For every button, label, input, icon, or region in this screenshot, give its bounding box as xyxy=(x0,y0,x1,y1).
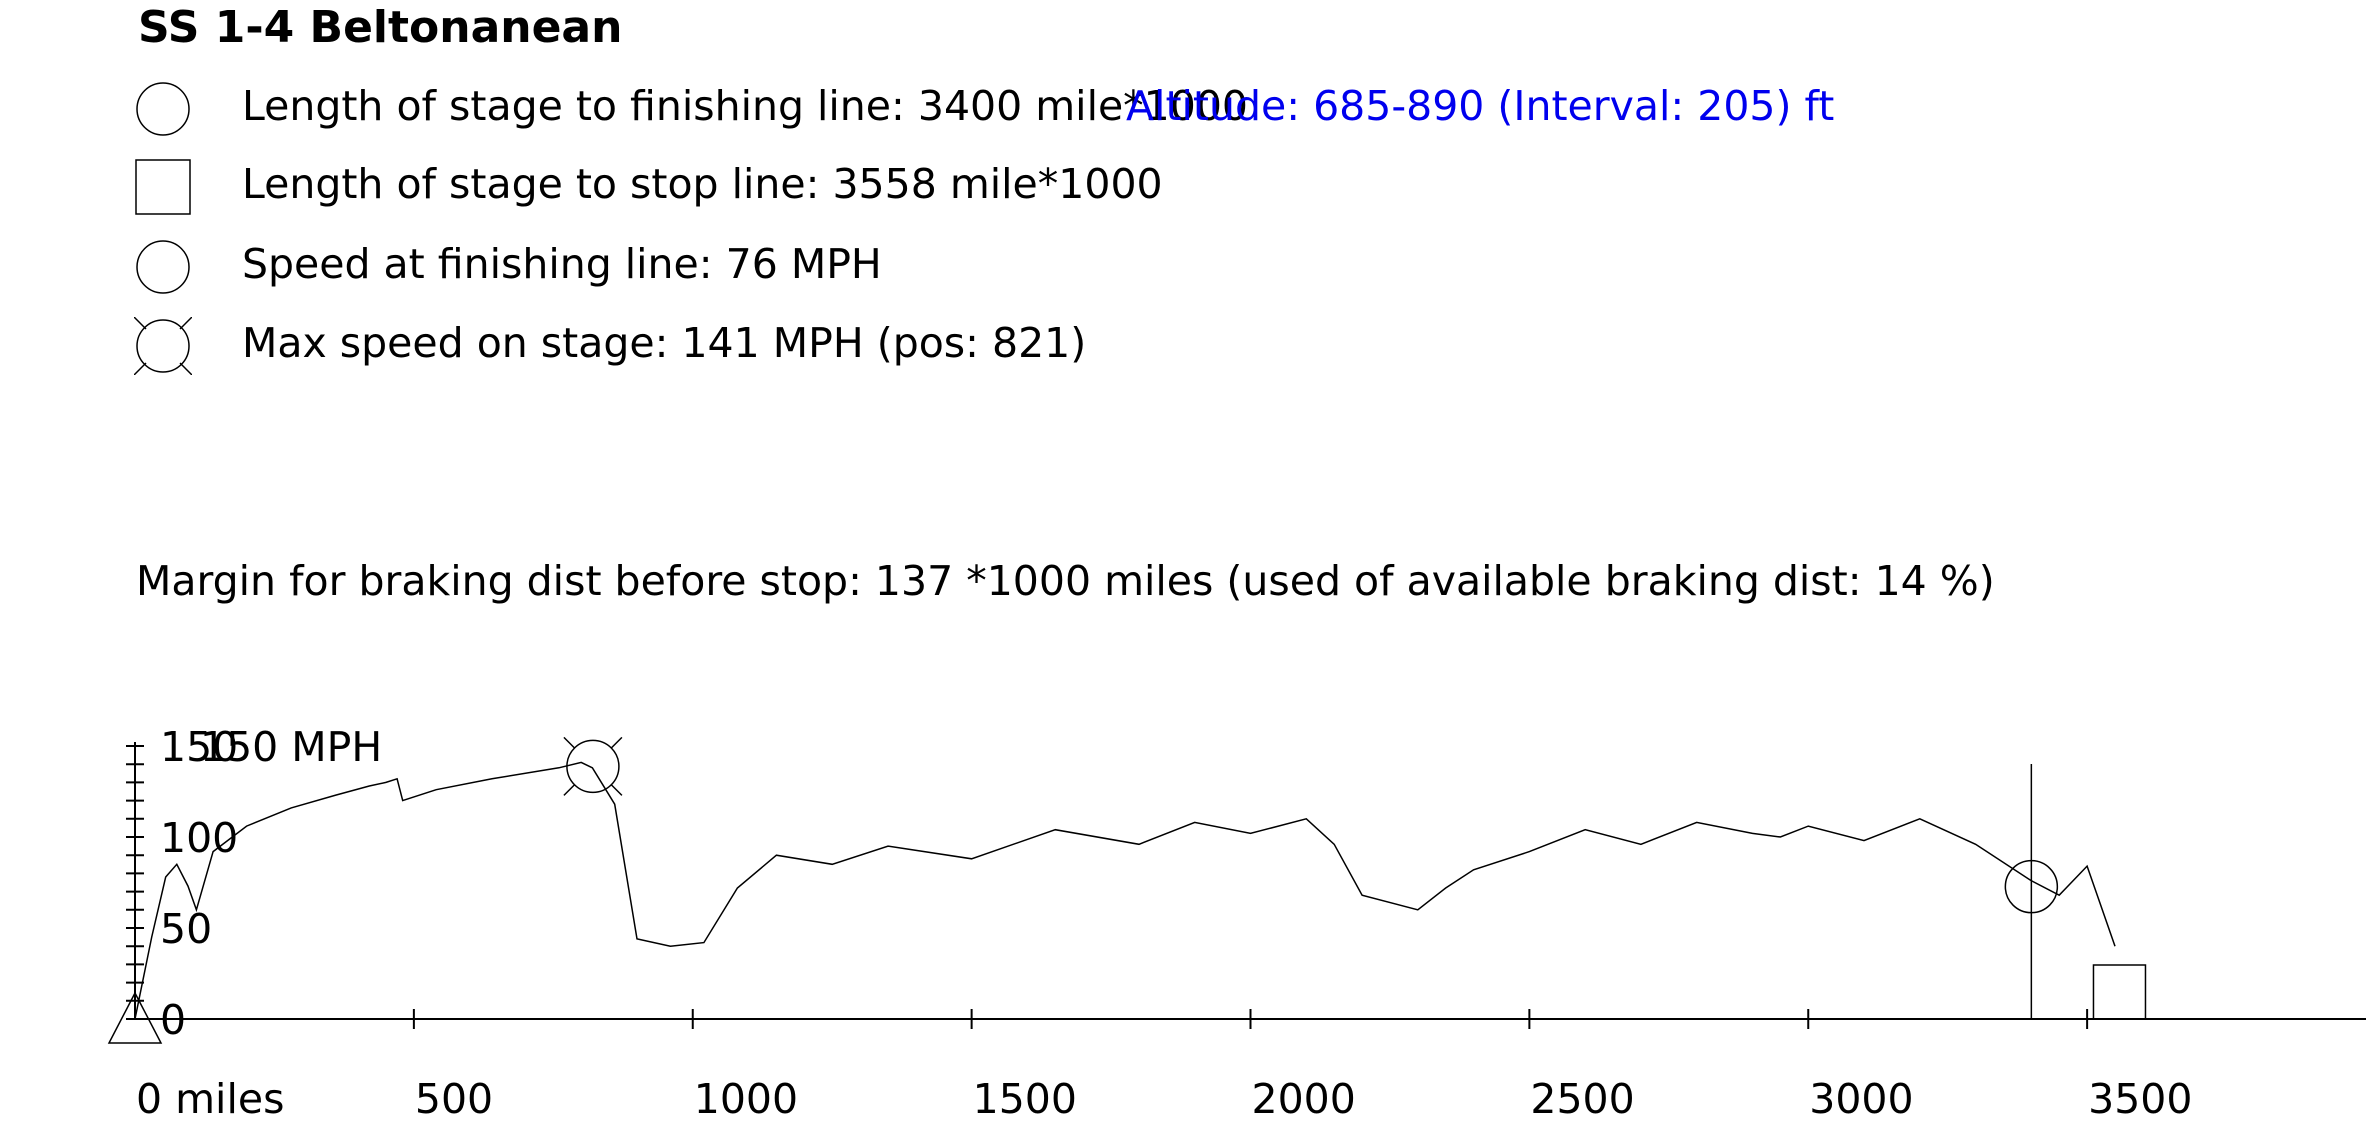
y-tick-label: 0 xyxy=(160,996,186,1044)
max-speed-cross xyxy=(610,736,623,749)
x-tick-label: 3500 xyxy=(2088,1075,2192,1123)
legend-item-finish-speed: Speed at finishing line: 76 MPH xyxy=(134,234,1334,294)
page-title: SS 1-4 Beltonanean xyxy=(138,2,623,53)
crossed-circle-icon xyxy=(134,317,192,375)
max-speed-cross xyxy=(563,783,576,796)
stop-line-square xyxy=(2092,964,2147,1020)
legend-item-stop-length: Length of stage to stop line: 3558 mile*… xyxy=(134,154,1334,215)
x-tick-label: 0 miles xyxy=(136,1075,284,1123)
max-speed-cross xyxy=(610,783,623,796)
x-tick-label: 2500 xyxy=(1530,1075,1634,1123)
x-tick-label: 1000 xyxy=(694,1075,798,1123)
max-speed-circle xyxy=(566,739,620,794)
y-tick-label: 100 xyxy=(160,814,238,862)
x-tick-label: 1500 xyxy=(973,1075,1077,1123)
y-axis-unit-label: 150 MPH xyxy=(200,723,382,771)
x-tick-label: 3000 xyxy=(1809,1075,1913,1123)
y-tick-label: 150 xyxy=(160,723,238,771)
circle-icon xyxy=(136,82,190,136)
altitude-label: Altitude: 685-890 (Interval: 205) ft xyxy=(1126,82,1835,130)
braking-margin-label: Margin for braking dist before stop: 137… xyxy=(136,557,1995,605)
legend-item-max-speed: Max speed on stage: 141 MPH (pos: 821) xyxy=(134,313,1334,375)
x-tick-label: 500 xyxy=(415,1075,493,1123)
speed-series-line xyxy=(134,761,2116,1020)
y-tick-label: 50 xyxy=(160,905,212,953)
circle-icon xyxy=(136,240,190,294)
x-tick-label: 2000 xyxy=(1252,1075,1356,1123)
finish-speed-circle xyxy=(2004,859,2059,914)
legend-text: Speed at finishing line: 76 MPH xyxy=(242,240,882,288)
square-icon xyxy=(135,159,191,215)
legend-text: Length of stage to finishing line: 3400 … xyxy=(242,82,1249,130)
start-triangle-marker xyxy=(107,991,163,1044)
legend-text: Length of stage to stop line: 3558 mile*… xyxy=(242,160,1163,208)
legend-item-finish-length: Length of stage to finishing line: 3400 … xyxy=(134,76,1334,136)
max-speed-cross xyxy=(563,736,576,749)
legend-text: Max speed on stage: 141 MPH (pos: 821) xyxy=(242,319,1087,367)
